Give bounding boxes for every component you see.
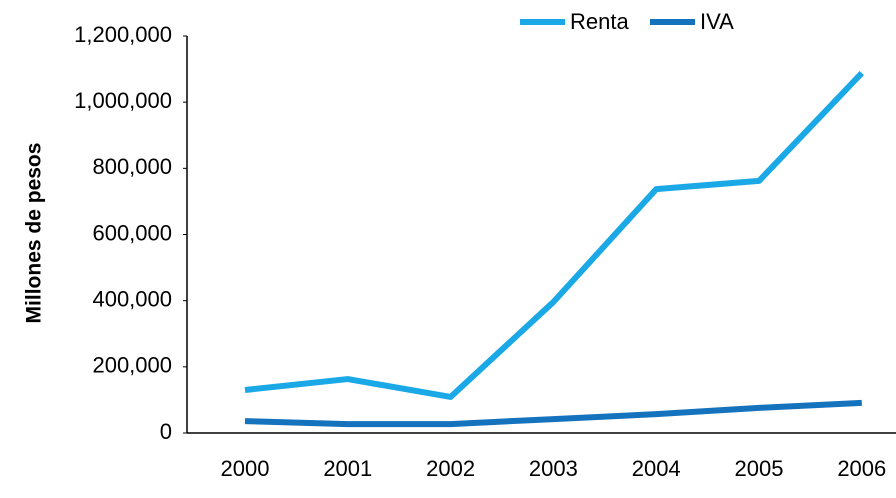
y-tick-label: 0 bbox=[160, 419, 172, 444]
x-tick-label: 2000 bbox=[221, 456, 270, 481]
x-tick-label: 2002 bbox=[426, 456, 475, 481]
x-tick-label: 2001 bbox=[323, 456, 372, 481]
series-line bbox=[244, 399, 862, 428]
y-tick-label: 800,000 bbox=[92, 154, 172, 179]
legend-label: Renta bbox=[570, 9, 629, 34]
x-tick-label: 2004 bbox=[632, 456, 681, 481]
y-tick-label: 600,000 bbox=[92, 220, 172, 245]
y-tick-label: 200,000 bbox=[92, 353, 172, 378]
legend-label: IVA bbox=[700, 9, 734, 34]
y-tick-label: 1,000,000 bbox=[74, 88, 172, 113]
x-tick-label: 2006 bbox=[837, 456, 886, 481]
x-tick-label: 2003 bbox=[529, 456, 578, 481]
x-tick-label: 2005 bbox=[735, 456, 784, 481]
y-tick-label: 400,000 bbox=[92, 286, 172, 311]
y-tick-label: 1,200,000 bbox=[74, 22, 172, 47]
series-line bbox=[244, 70, 864, 400]
y-axis-label: Millones de pesos bbox=[23, 143, 46, 324]
